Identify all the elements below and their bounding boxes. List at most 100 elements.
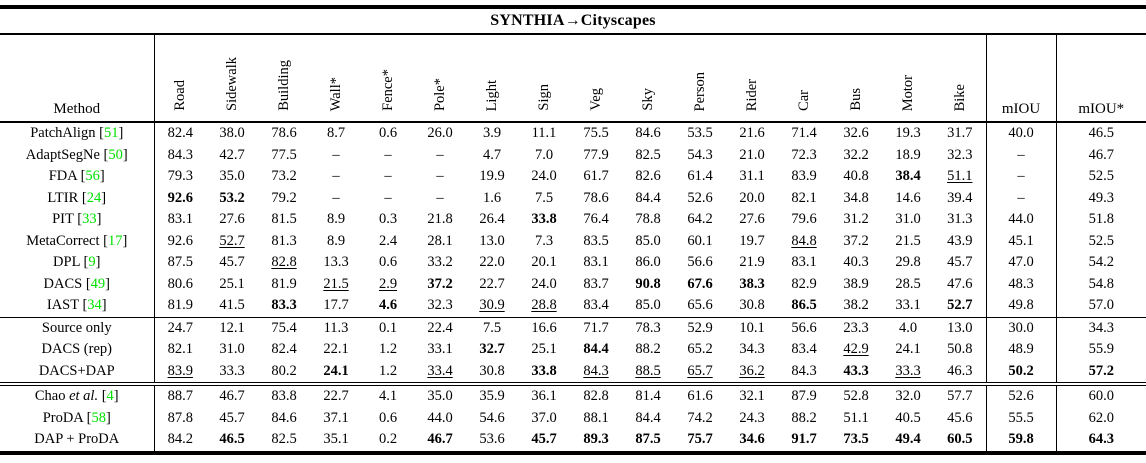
column-header-veg: Veg [570,35,622,122]
value-text: 87.9 [791,388,817,404]
value-cell: 75.7 [674,429,726,453]
value-text: 38.0 [219,125,245,141]
value-cell: 74.2 [674,408,726,430]
value-text: 39.4 [947,189,973,206]
value-cell: 33.2 [414,252,466,274]
citation-link[interactable]: 49 [90,275,106,292]
value-text: 16.6 [531,319,557,336]
value-text: 30.8 [479,362,505,379]
citation-link[interactable]: 58 [91,409,106,426]
citation-link[interactable]: 24 [86,189,102,206]
value-cell: 0.6 [362,252,414,274]
value-text: 78.6 [583,189,609,206]
value-cell: 80.6 [154,274,206,296]
value-text: – [332,189,340,206]
value-cell: 37.1 [310,408,362,430]
value-cell: 60.1 [674,231,726,253]
value-text: 87.8 [167,409,193,426]
value-cell: 33.4 [414,361,466,385]
citation-link[interactable]: 50 [108,146,123,163]
value-text: 11.3 [323,319,349,336]
miou-cell: 50.2 [985,360,1056,384]
value-text: 88.2 [635,341,661,357]
column-header-building: Building [258,35,310,122]
value-text: 8.9 [326,211,346,227]
value-cell: 38.3 [726,274,778,296]
value-cell: 87.5 [154,252,206,274]
value-cell: 51.1 [830,408,882,430]
value-text: – [436,146,444,163]
value-cell: 28.8 [518,295,570,317]
column-header-veg-label: Veg [587,88,604,111]
value-cell: 7.0 [518,145,570,167]
value-text: 24.1 [323,362,349,379]
citation-link[interactable]: 17 [107,232,123,249]
value-cell: 78.6 [258,122,310,145]
value-text: 87.5 [635,431,661,447]
value-text: 57.2 [1088,362,1114,379]
value-text: 61.6 [687,388,713,404]
miou-star-cell: 51.8 [1055,209,1146,231]
value-cell: 8.7 [310,122,362,145]
citation-link[interactable]: 4 [106,388,114,404]
column-header-method: Method [0,35,155,122]
value-text: 49.3 [1088,189,1114,206]
value-text: 46.5 [219,431,245,447]
value-text: 82.1 [167,341,193,357]
method-italic-suffix: et al. [65,388,99,404]
value-cell: 81.4 [622,384,674,408]
column-header-rider-label: Rider [743,78,760,111]
column-header-rider: Rider [726,35,778,122]
value-cell: 82.4 [258,339,310,361]
miou-cell: 52.6 [985,384,1056,408]
citation-link[interactable]: 9 [88,254,96,270]
value-cell: 22.1 [310,339,362,361]
column-header-bike: Bike [934,35,986,122]
method-cell: DPL [9] [0,252,155,274]
value-text: 29.8 [895,254,921,270]
value-cell: – [310,145,362,167]
value-cell: 1.2 [362,361,414,385]
value-cell: 31.3 [934,209,986,231]
miou-star-cell: 64.3 [1055,429,1146,453]
value-cell: 82.1 [154,339,206,361]
value-text: 56.6 [791,319,817,336]
value-text: 81.9 [167,297,193,313]
column-header-miou: mIOU [985,35,1056,122]
value-text: 13.0 [479,232,505,249]
value-text: 53.6 [479,431,505,447]
miou-cell: 30.0 [985,317,1056,339]
value-text: 91.7 [791,431,817,447]
table-row: ProDA [58] 87.8 45.7 84.6 37.1 0.6 44.0 54.6 37.… [0,407,1146,430]
miou-cell: 47.0 [985,252,1056,274]
value-cell: 40.3 [830,252,882,274]
value-text: 26.4 [479,211,505,227]
value-text: 35.0 [219,168,245,184]
value-cell: 84.4 [622,188,674,210]
value-cell: 84.4 [622,408,674,430]
value-text: – [332,146,340,163]
value-text: 78.6 [271,125,297,141]
value-text: 80.2 [271,362,297,379]
value-cell: 53.6 [466,429,518,453]
miou-cell: 40.0 [985,122,1056,145]
value-text: 13.0 [947,319,973,336]
method-cell: PatchAlign [51] [0,122,155,145]
value-cell: 21.0 [726,145,778,167]
table-row: AdaptSegNe [50] 84.3 42.7 77.5 – – – 4.7 7.0 77.9… [0,144,1146,167]
value-cell: 83.8 [258,384,310,408]
citation-link[interactable]: 34 [87,297,102,313]
miou-star-cell: 62.0 [1055,407,1146,429]
citation-link[interactable]: 51 [103,125,119,141]
value-text: 56.6 [687,254,713,270]
value-cell: 38.2 [830,295,882,317]
citation-link[interactable]: 56 [85,168,100,184]
value-text: 22.1 [323,341,349,357]
value-text: 22.7 [323,388,349,404]
value-text: 32.3 [427,297,453,313]
citation-link[interactable]: 33 [82,211,97,227]
value-cell: 71.7 [570,317,622,339]
value-cell: 45.7 [934,252,986,274]
value-text: 83.8 [271,388,297,404]
value-cell: 56.6 [674,252,726,274]
